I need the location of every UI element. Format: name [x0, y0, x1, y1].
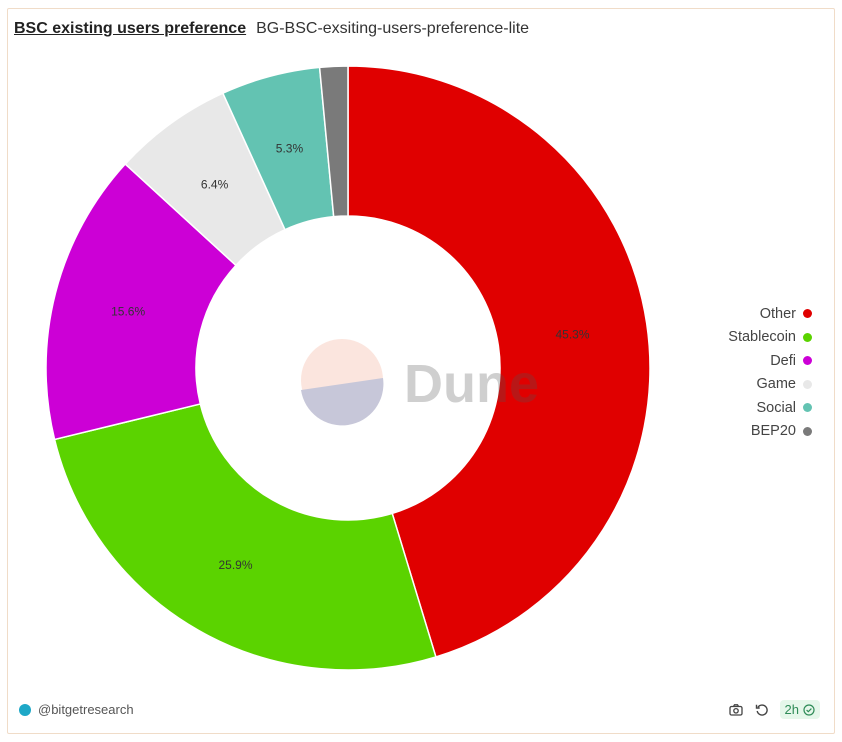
last-run-badge[interactable]: 2h: [779, 700, 820, 719]
legend-color-dot: [803, 332, 812, 342]
check-circle-icon: [803, 703, 815, 716]
camera-icon[interactable]: [728, 702, 744, 718]
legend-item-stablecoin[interactable]: Stablecoin: [728, 326, 812, 350]
legend-color-dot: [803, 426, 812, 436]
slice-label-social: 5.3%: [276, 142, 304, 156]
chart-legend: Other Stablecoin Defi Game Social BEP20: [728, 302, 812, 443]
slice-label-other: 45.3%: [556, 328, 590, 342]
legend-label: Social: [756, 399, 797, 416]
legend-color-dot: [803, 309, 812, 319]
legend-item-other[interactable]: Other: [728, 302, 812, 326]
slice-defi[interactable]: [45, 162, 237, 441]
query-name: BG-BSC-exsiting-users-preference-lite: [256, 20, 530, 37]
author-attribution[interactable]: @bitgetresearch: [19, 702, 134, 717]
legend-item-bep20[interactable]: BEP20: [728, 420, 812, 444]
slice-stablecoin[interactable]: [53, 403, 437, 671]
legend-item-defi[interactable]: Defi: [728, 349, 812, 373]
chart-card: [7, 8, 835, 734]
legend-label: Stablecoin: [728, 329, 796, 346]
legend-label: Game: [756, 376, 797, 393]
slice-label-stablecoin: 25.9%: [219, 558, 253, 572]
legend-color-dot: [803, 356, 812, 366]
legend-label: Other: [759, 305, 796, 322]
chart-title-link[interactable]: BSC existing users preference: [14, 20, 247, 37]
legend-color-dot: [803, 379, 812, 389]
slice-label-game: 6.4%: [201, 177, 229, 191]
refresh-icon[interactable]: [754, 702, 770, 718]
watermark-text: Dune: [404, 354, 539, 414]
slice-bep20[interactable]: [318, 65, 349, 218]
dune-watermark: Dune: [301, 339, 539, 426]
chart-toolbar: 2h: [728, 700, 820, 719]
legend-label: Defi: [770, 352, 796, 369]
slice-other[interactable]: [347, 65, 651, 658]
legend-item-social[interactable]: Social: [728, 396, 812, 420]
last-run-age: 2h: [784, 702, 799, 717]
legend-color-dot: [803, 403, 812, 413]
legend-label: BEP20: [750, 423, 796, 440]
legend-item-game[interactable]: Game: [728, 373, 812, 397]
chart-header: BSC existing users preference BG-BSC-exs…: [14, 20, 529, 42]
author-avatar-icon: [19, 703, 31, 716]
author-name: @bitgetresearch: [38, 702, 134, 717]
slice-label-defi: 15.6%: [111, 305, 145, 319]
